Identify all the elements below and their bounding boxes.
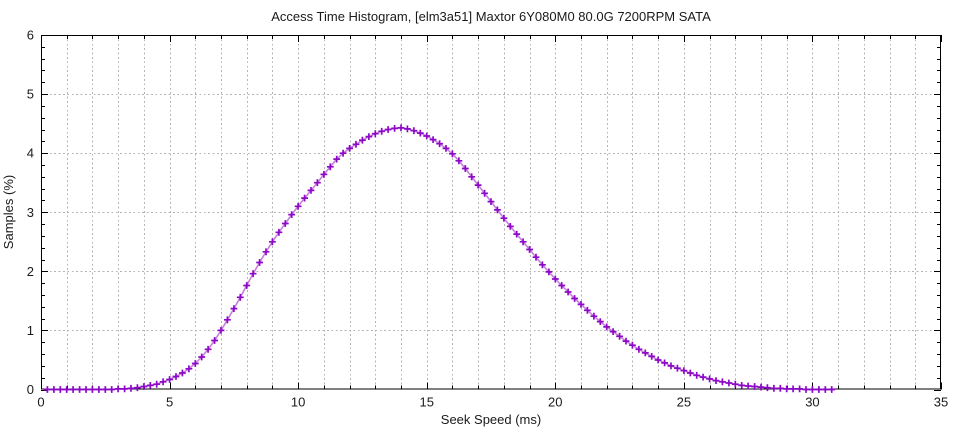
x-tick-label: 20 (548, 395, 562, 410)
x-tick-label: 30 (805, 395, 819, 410)
series (44, 124, 836, 393)
axis-ticks (41, 35, 942, 391)
y-axis-label: Samples (%) (1, 175, 16, 249)
y-tick-label: 2 (27, 264, 34, 279)
series-markers (44, 124, 836, 393)
tick-labels: 0 5 10 15 20 25 30 35 0 1 2 3 4 5 6 (27, 28, 948, 410)
chart-title: Access Time Histogram, [elm3a51] Maxtor … (271, 9, 711, 24)
x-axis-label: Seek Speed (ms) (441, 412, 541, 427)
y-tick-label: 0 (27, 382, 34, 397)
x-tick-label: 5 (166, 395, 173, 410)
y-tick-label: 4 (27, 146, 34, 161)
x-tick-label: 35 (934, 395, 948, 410)
x-tick-label: 10 (291, 395, 305, 410)
x-tick-label: 15 (419, 395, 433, 410)
y-tick-label: 3 (27, 205, 34, 220)
y-tick-label: 5 (27, 87, 34, 102)
x-tick-label: 0 (37, 395, 44, 410)
grid (41, 35, 941, 390)
x-tick-label: 25 (677, 395, 691, 410)
y-tick-label: 6 (27, 28, 34, 43)
y-tick-label: 1 (27, 323, 34, 338)
series-line (46, 127, 833, 391)
